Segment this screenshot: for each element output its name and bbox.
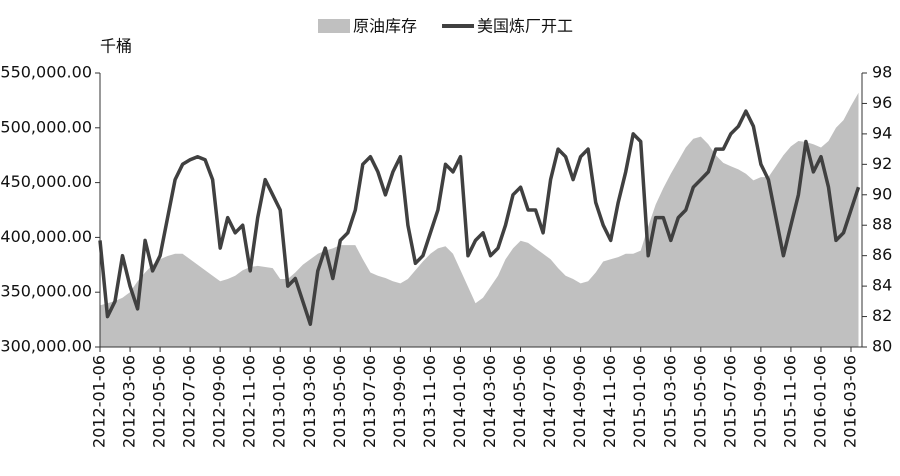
x-tick-label: 2015-07-06 bbox=[720, 355, 739, 448]
x-tick-label: 2015-11-06 bbox=[780, 355, 799, 448]
x-tick-label: 2014-07-06 bbox=[540, 355, 559, 448]
y2-tick-label: 92 bbox=[872, 154, 892, 173]
y2-tick-label: 84 bbox=[872, 276, 892, 295]
line bbox=[98, 109, 861, 326]
x-tick-label: 2014-05-06 bbox=[510, 355, 529, 448]
x-tick-label: 2016-01-06 bbox=[810, 355, 829, 448]
y-axis-label: 千桶 bbox=[100, 37, 132, 56]
x-tick-label: 2013-11-06 bbox=[420, 355, 439, 448]
x-tick-label: 2015-05-06 bbox=[690, 355, 709, 448]
x-tick-label: 2014-11-06 bbox=[600, 355, 619, 448]
x-tick-label: 2014-09-06 bbox=[570, 355, 589, 448]
x-tick-label: 2015-09-06 bbox=[750, 355, 769, 448]
x-tick-label: 2016-03-06 bbox=[841, 355, 860, 448]
x-tick-label: 2012-11-06 bbox=[240, 355, 259, 448]
y-tick-label: 350,000.00 bbox=[0, 282, 92, 301]
area bbox=[100, 92, 859, 347]
y-tick-label: 400,000.00 bbox=[0, 227, 92, 246]
y-tick-label: 550,000.00 bbox=[0, 63, 92, 82]
y-tick-label: 450,000.00 bbox=[0, 172, 92, 191]
x-tick-label: 2012-01-06 bbox=[90, 355, 109, 448]
x-tick-label: 2012-05-06 bbox=[150, 355, 169, 448]
y2-tick-label: 94 bbox=[872, 123, 892, 142]
x-tick-label: 2015-03-06 bbox=[660, 355, 679, 448]
y2-tick-label: 86 bbox=[872, 245, 892, 264]
y2-tick-label: 90 bbox=[872, 184, 892, 203]
y2-tick-label: 96 bbox=[872, 93, 892, 112]
x-tick-label: 2015-01-06 bbox=[630, 355, 649, 448]
y2-tick-label: 82 bbox=[872, 306, 892, 325]
y-tick-label: 300,000.00 bbox=[0, 337, 92, 356]
y2-tick-label: 98 bbox=[872, 63, 892, 82]
legend-label: 原油库存 bbox=[353, 17, 417, 36]
y-tick-label: 500,000.00 bbox=[0, 117, 92, 136]
x-tick-label: 2013-05-06 bbox=[330, 355, 349, 448]
x-tick-label: 2012-03-06 bbox=[120, 355, 139, 448]
legend-label: 美国炼厂开工 bbox=[477, 17, 573, 36]
x-tick-label: 2013-09-06 bbox=[390, 355, 409, 448]
x-tick-label: 2014-01-06 bbox=[450, 355, 469, 448]
x-tick-label: 2012-07-06 bbox=[180, 355, 199, 448]
y2-tick-label: 80 bbox=[872, 337, 892, 356]
x-tick-label: 2013-03-06 bbox=[300, 355, 319, 448]
x-tick-label: 2014-03-06 bbox=[480, 355, 499, 448]
legend-swatch bbox=[318, 19, 350, 33]
x-tick-label: 2012-09-06 bbox=[210, 355, 229, 448]
y2-tick-label: 88 bbox=[872, 215, 892, 234]
x-tick-label: 2013-01-06 bbox=[270, 355, 289, 448]
x-tick-label: 2013-07-06 bbox=[360, 355, 379, 448]
